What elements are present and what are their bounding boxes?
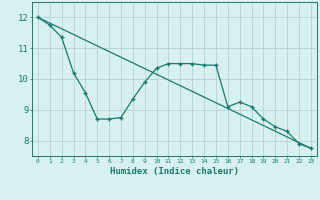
X-axis label: Humidex (Indice chaleur): Humidex (Indice chaleur): [110, 167, 239, 176]
